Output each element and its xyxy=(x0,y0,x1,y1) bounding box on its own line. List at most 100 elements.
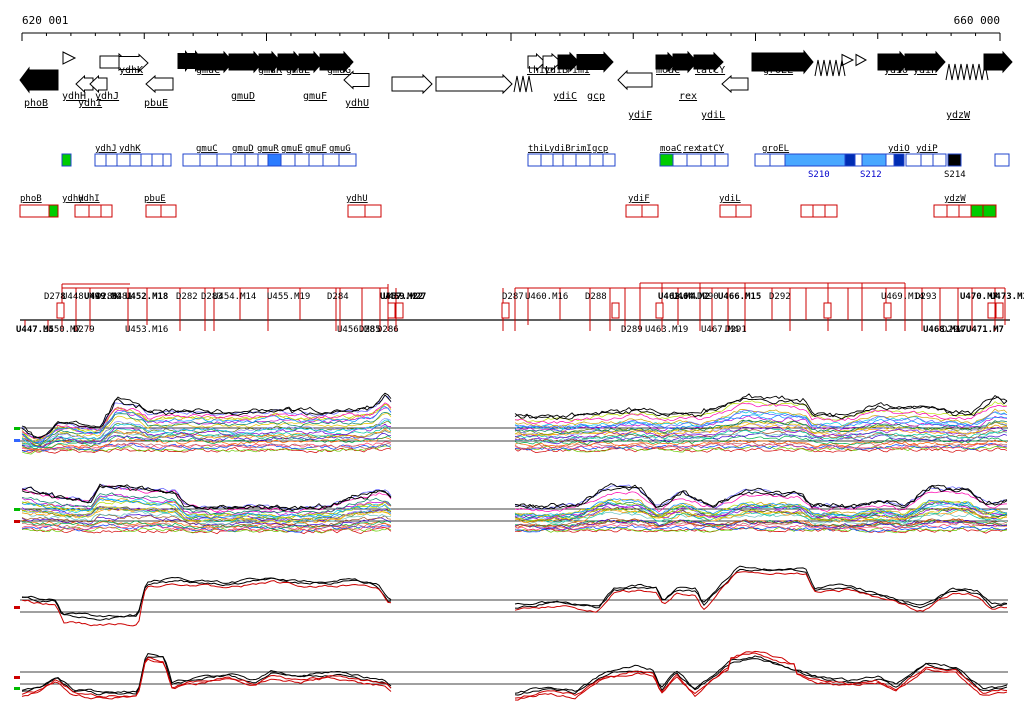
probe-cell[interactable] xyxy=(540,153,554,167)
probe-cell[interactable] xyxy=(861,153,887,167)
segment-label-U452.M18[interactable]: U452.M18 xyxy=(125,292,168,302)
probe-cell[interactable] xyxy=(116,153,131,167)
probe-cell[interactable] xyxy=(216,153,232,167)
probe-cell[interactable] xyxy=(602,153,616,167)
probe-label-gmuE[interactable]: gmuE xyxy=(281,144,303,154)
gene-label-groEL[interactable]: groEL xyxy=(763,65,793,76)
gene-arrow-gmuG[interactable] xyxy=(319,50,354,74)
segment-label-U462.M4[interactable]: U462.M4 xyxy=(658,292,697,302)
gene-label-pbuE[interactable]: pbuE xyxy=(144,98,168,109)
probe-label-ydiO[interactable]: ydiO xyxy=(888,144,910,154)
gene-label-ydhI[interactable]: ydhI xyxy=(78,98,102,109)
probe-cell[interactable] xyxy=(322,153,340,167)
probe-cell[interactable] xyxy=(754,153,771,167)
gene-label-gmuE[interactable]: gmuE xyxy=(286,65,310,76)
region-cell[interactable] xyxy=(824,204,838,218)
gene-label-ydiC[interactable]: ydiC xyxy=(553,91,577,102)
probe-cell[interactable] xyxy=(182,153,201,167)
gene-arrow-gmuF[interactable] xyxy=(298,50,324,74)
probe-cell[interactable] xyxy=(552,153,564,167)
segment-label-U469.M14[interactable]: U469.M14 xyxy=(881,292,924,302)
probe-cell[interactable] xyxy=(885,153,895,167)
probe-cell[interactable] xyxy=(672,153,688,167)
segment-label-D279[interactable]: D279 xyxy=(73,325,95,335)
segment-label-U473.M3[interactable]: U473.M3 xyxy=(990,292,1024,302)
segment-label-D288[interactable]: D288 xyxy=(585,292,607,302)
probe-cell[interactable] xyxy=(659,153,674,167)
region-cell[interactable] xyxy=(88,204,102,218)
region-cell[interactable] xyxy=(970,204,984,218)
gene-label-ydiF[interactable]: ydiF xyxy=(628,110,652,121)
region-cell[interactable] xyxy=(100,204,113,218)
probe-cell[interactable] xyxy=(61,153,72,167)
gene-arrow-ydiP[interactable] xyxy=(904,50,946,74)
region-cell[interactable] xyxy=(933,204,948,218)
gene-label-gmuC[interactable]: gmuC xyxy=(196,65,220,76)
probe-cell[interactable] xyxy=(562,153,577,167)
segment-label-D287[interactable]: D287 xyxy=(502,292,524,302)
segment-label-U468.M17[interactable]: U468.M17 xyxy=(923,325,966,335)
segment-label-D283[interactable]: D283 xyxy=(201,292,223,302)
segment-label-U471.M7[interactable]: U471.M7 xyxy=(966,325,1004,335)
segment-label-U455.M19[interactable]: U455.M19 xyxy=(267,292,310,302)
probe-cell[interactable] xyxy=(338,153,357,167)
segment-label-U463.M19[interactable]: U463.M19 xyxy=(645,325,688,335)
gene-arrow-ydiL[interactable] xyxy=(721,74,749,94)
segment-label-D285[interactable]: D285 xyxy=(359,325,381,335)
region-label-phoB[interactable]: phoB xyxy=(20,194,42,204)
probe-label-gcp[interactable]: gcp xyxy=(592,144,608,154)
region-cell[interactable] xyxy=(74,204,90,218)
probe-cell[interactable] xyxy=(280,153,296,167)
probe-cell[interactable] xyxy=(854,153,863,167)
gene-arrow-ydhU[interactable] xyxy=(343,70,370,90)
region-cell[interactable] xyxy=(958,204,972,218)
gene-label-ydzW[interactable]: ydzW xyxy=(946,110,971,121)
segment-label-D294[interactable]: D294 xyxy=(942,325,964,335)
probe-cell[interactable] xyxy=(230,153,246,167)
segment-label-U467.M4[interactable]: U467.M4 xyxy=(701,325,739,335)
region-cell[interactable] xyxy=(641,204,659,218)
segment-label-D286[interactable]: D286 xyxy=(377,325,399,335)
gene-arrow-ydhH[interactable] xyxy=(75,74,94,94)
segment-label-U447.M5[interactable]: U447.M5 xyxy=(16,325,54,335)
probe-cell[interactable] xyxy=(769,153,786,167)
region-cell[interactable] xyxy=(719,204,737,218)
gene-label-ydhK[interactable]: ydhK xyxy=(119,65,143,76)
gene-label-rex[interactable]: rex xyxy=(679,91,697,102)
segment-label-U453.M16[interactable]: U453.M16 xyxy=(125,325,168,335)
probe-cell[interactable] xyxy=(308,153,324,167)
gene-label-ydhU[interactable]: ydhU xyxy=(345,98,369,109)
probe-cell[interactable] xyxy=(686,153,702,167)
region-cell[interactable] xyxy=(800,204,814,218)
probe-label-ydiP[interactable]: ydiP xyxy=(916,144,938,154)
region-cell[interactable] xyxy=(160,204,177,218)
gene-label-moaC[interactable]: moaC xyxy=(656,65,680,76)
region-label-ydhU[interactable]: ydhU xyxy=(346,194,368,204)
gene-label-ydiP[interactable]: ydiP xyxy=(913,65,937,76)
gene-arrow-ydiC[interactable] xyxy=(557,51,580,73)
probe-label-thiL[interactable]: thiL xyxy=(528,144,550,154)
region-cell[interactable] xyxy=(48,204,59,218)
probe-cell[interactable] xyxy=(920,153,934,167)
segment-label-U460.M16[interactable]: U460.M16 xyxy=(525,292,568,302)
probe-label-gmuC[interactable]: gmuC xyxy=(196,144,218,154)
gene-arrow-rex[interactable] xyxy=(672,50,698,74)
probe-label-gmuF[interactable]: gmuF xyxy=(305,144,327,154)
region-label-ydiL[interactable]: ydiL xyxy=(719,194,741,204)
segment-label-U456.M8[interactable]: U456.M8 xyxy=(337,325,375,335)
probe-cell[interactable] xyxy=(905,153,922,167)
probe-cell[interactable] xyxy=(844,153,856,167)
region-cell[interactable] xyxy=(19,204,50,218)
gene-label-ydiL[interactable]: ydiL xyxy=(701,110,725,121)
gene-arrow-ydiF[interactable] xyxy=(617,69,653,91)
gene-arrow-ydiB[interactable] xyxy=(542,52,562,72)
probe-cell[interactable] xyxy=(575,153,591,167)
gene-arrow-thiL[interactable] xyxy=(527,52,546,72)
segment-label-D292[interactable]: D292 xyxy=(769,292,791,302)
region-label-ydzW[interactable]: ydzW xyxy=(944,194,966,204)
gene-arrow-gcp[interactable] xyxy=(576,51,614,73)
probe-cell[interactable] xyxy=(784,153,846,167)
gene-arrow-tatCY[interactable] xyxy=(693,51,724,73)
segment-label-D281[interactable]: D281 xyxy=(111,292,133,302)
probe-label-ydhK[interactable]: ydhK xyxy=(119,144,141,154)
